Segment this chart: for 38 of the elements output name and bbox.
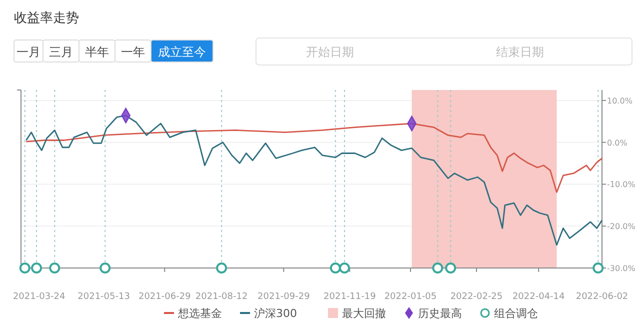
button: 成立至今 xyxy=(150,40,214,62)
x-tick-label: 2022-04-14 xyxy=(512,292,566,302)
point xyxy=(338,262,350,274)
x-tick-label: 2021-05-13 xyxy=(78,292,130,302)
button: 三月 xyxy=(42,40,80,62)
y-tick-label: 10.0% xyxy=(607,96,633,106)
x-tick-label: 2021-06-29 xyxy=(138,292,192,302)
text: 开始日期 xyxy=(306,45,354,59)
legend-label: 历史最高 xyxy=(418,307,462,320)
x-tick-label: 2022-01-05 xyxy=(384,292,437,302)
y-tick-label: -10.0% xyxy=(607,180,636,190)
legend-label: 沪深300 xyxy=(254,307,297,320)
point xyxy=(592,262,604,274)
button: 一年 xyxy=(114,40,152,62)
point xyxy=(216,262,228,274)
x-tick-label: 2022-02-25 xyxy=(450,292,503,302)
legend-label: 最大回撤 xyxy=(342,307,386,320)
legend-label: 想选基金 xyxy=(177,307,222,320)
x-tick-label: 2022-06-02 xyxy=(576,292,628,302)
point xyxy=(19,262,30,274)
x-tick-label: 2021-09-29 xyxy=(258,292,310,302)
legend-label: 组合调仓 xyxy=(494,307,538,320)
button: 一月 xyxy=(14,40,44,62)
point xyxy=(445,262,456,274)
point xyxy=(330,262,341,274)
point xyxy=(432,262,444,274)
y-tick-label: -30.0% xyxy=(607,264,636,273)
y-tick-label: -20.0% xyxy=(607,222,636,232)
chart-title: 收益率走势 xyxy=(14,10,79,26)
point xyxy=(31,262,42,274)
text: 结束日期 xyxy=(496,45,544,59)
button: 半年 xyxy=(78,40,116,62)
y-tick-label: 0.0% xyxy=(607,138,628,148)
point xyxy=(49,262,60,274)
point xyxy=(100,262,111,274)
x-tick-label: 2021-11-19 xyxy=(324,292,376,302)
x-tick-label: 2021-03-24 xyxy=(12,292,66,302)
x-tick-label: 2021-08-12 xyxy=(195,292,248,302)
